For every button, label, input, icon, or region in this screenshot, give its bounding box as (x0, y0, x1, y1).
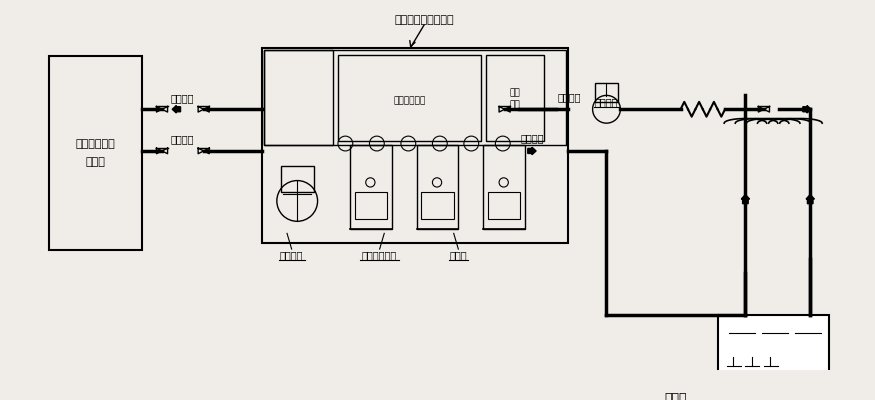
FancyArrow shape (172, 106, 180, 113)
Bar (421, 192, 454, 220)
Text: 控制: 控制 (509, 88, 521, 97)
Bar (595, 83, 618, 102)
Text: 冷却水泵: 冷却水泵 (595, 97, 619, 107)
Text: 冷却水入: 冷却水入 (557, 92, 581, 102)
Bar (350, 145, 392, 229)
Text: 压缩机: 压缩机 (450, 250, 467, 260)
Text: 水箱式蒸发器: 水箱式蒸发器 (393, 96, 425, 106)
Bar (483, 145, 525, 229)
Bar (416, 145, 459, 229)
Bar (49, 56, 142, 250)
Bar (281, 166, 314, 192)
Bar (487, 55, 543, 141)
Text: 车间换热设备: 车间换热设备 (75, 138, 116, 148)
FancyArrow shape (528, 147, 536, 155)
FancyArrow shape (802, 106, 811, 113)
FancyBboxPatch shape (718, 315, 829, 389)
Bar (760, 389, 788, 400)
Text: 冷冻水泵: 冷冻水泵 (280, 250, 304, 260)
Text: 水箱式水冷式冷水机: 水箱式水冷式冷水机 (395, 15, 454, 25)
Text: 冷冻水回: 冷冻水回 (171, 134, 194, 144)
Text: 密闭型: 密闭型 (86, 157, 105, 167)
Bar (354, 192, 387, 220)
Bar (262, 48, 568, 243)
Bar (264, 50, 566, 145)
Bar (338, 55, 481, 141)
Text: 冷却水出: 冷却水出 (521, 134, 544, 144)
Bar (264, 50, 333, 145)
Text: 壳管式冷凝器: 壳管式冷凝器 (362, 250, 397, 260)
Text: 冷冻水出: 冷冻水出 (171, 93, 194, 103)
FancyArrow shape (741, 194, 750, 204)
Text: 冷却塔: 冷却塔 (665, 392, 687, 400)
Text: 电箱: 电箱 (509, 100, 521, 109)
Bar (488, 192, 521, 220)
FancyArrow shape (806, 194, 815, 204)
Polygon shape (727, 389, 820, 400)
